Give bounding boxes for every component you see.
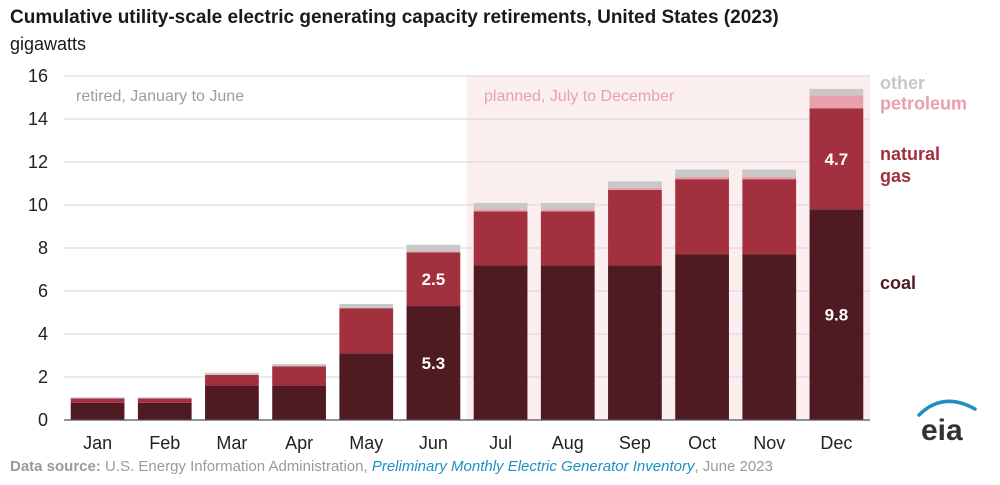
bar-other-mar bbox=[205, 372, 259, 375]
bar-coal-jun bbox=[406, 306, 461, 420]
bar-other-may bbox=[339, 303, 394, 309]
data-label: 5.3 bbox=[422, 354, 446, 373]
source-date: , June 2023 bbox=[694, 458, 773, 475]
bar-other-jan bbox=[70, 397, 125, 399]
source-agency: U.S. Energy Information Administration, bbox=[105, 458, 368, 475]
legend-coal: coal bbox=[880, 273, 916, 293]
bar-coal-apr bbox=[272, 385, 326, 420]
bar-other-apr bbox=[272, 364, 326, 367]
bar-coal-jul bbox=[473, 265, 528, 420]
y-tick-label: 6 bbox=[38, 281, 48, 301]
bar-petroleum-nov bbox=[742, 177, 797, 180]
bars bbox=[70, 88, 864, 420]
bar-other-dec bbox=[809, 88, 864, 96]
bar-other-feb bbox=[137, 397, 192, 399]
bar-coal-feb bbox=[137, 402, 192, 420]
data-label: 9.8 bbox=[825, 306, 849, 325]
bar-natural_gas-jul bbox=[473, 211, 528, 266]
legend-other: other bbox=[880, 73, 925, 93]
bar-natural_gas-oct bbox=[675, 179, 729, 255]
y-tick-label: 14 bbox=[28, 109, 48, 129]
bar-petroleum-sep bbox=[608, 187, 662, 190]
bar-natural_gas-dec bbox=[809, 108, 864, 210]
bar-natural_gas-jan bbox=[70, 398, 125, 403]
bar-coal-aug bbox=[540, 265, 595, 420]
source-label: Data source: bbox=[10, 458, 101, 475]
x-tick-label: Jul bbox=[489, 433, 512, 453]
bar-petroleum-jul bbox=[473, 209, 528, 212]
x-tick-label: Feb bbox=[149, 433, 180, 453]
legend-line: coal bbox=[880, 273, 916, 293]
eia-logo-text: eia bbox=[921, 414, 963, 445]
legend-line: gas bbox=[880, 166, 911, 186]
y-axis-unit: gigawatts bbox=[10, 34, 87, 54]
bar-coal-dec bbox=[809, 209, 864, 420]
legend-natural_gas: natural gas bbox=[880, 144, 940, 186]
bar-other-jun bbox=[406, 244, 461, 252]
planned-annotation: planned, July to December bbox=[484, 88, 675, 105]
bar-petroleum-oct bbox=[675, 177, 729, 180]
retired-annotation: retired, January to June bbox=[76, 88, 244, 105]
bar-other-aug bbox=[540, 202, 595, 210]
y-tick-label: 4 bbox=[38, 324, 48, 344]
bar-natural_gas-may bbox=[339, 308, 394, 354]
bar-coal-sep bbox=[608, 265, 662, 420]
bar-petroleum-aug bbox=[540, 209, 595, 212]
bar-coal-may bbox=[339, 353, 394, 420]
bar-petroleum-dec bbox=[809, 95, 864, 109]
bar-coal-jan bbox=[70, 402, 125, 420]
y-tick-label: 0 bbox=[38, 410, 48, 430]
bar-natural_gas-nov bbox=[742, 179, 797, 255]
chart-title: Cumulative utility-scale electric genera… bbox=[10, 7, 779, 28]
bar-coal-nov bbox=[742, 254, 797, 420]
gridlines bbox=[64, 75, 870, 378]
bar-other-nov bbox=[742, 169, 797, 178]
bar-natural_gas-apr bbox=[272, 366, 326, 386]
x-tick-label: May bbox=[349, 433, 383, 453]
x-tick-label: Nov bbox=[753, 433, 785, 453]
axes: 0 2 4 6 8 10 12 14 16 retired, January to June pla… bbox=[28, 66, 870, 453]
bar-natural_gas-feb bbox=[137, 398, 192, 403]
data-labels: 2.5 5.3 4.7 9.8 bbox=[422, 150, 849, 373]
bar-petroleum-jun bbox=[406, 251, 461, 253]
x-tick-label: Aug bbox=[552, 433, 584, 453]
legend-petroleum: petroleum bbox=[880, 93, 967, 113]
x-tick-label: Jan bbox=[83, 433, 112, 453]
x-tick-label: Jun bbox=[419, 433, 448, 453]
x-tick-label: Oct bbox=[688, 433, 716, 453]
legend-line: other bbox=[880, 73, 925, 93]
y-tick-label: 2 bbox=[38, 367, 48, 387]
x-tick-label: Apr bbox=[285, 433, 313, 453]
bar-natural_gas-sep bbox=[608, 189, 662, 266]
bar-natural_gas-jun bbox=[406, 252, 461, 307]
bar-natural_gas-aug bbox=[540, 211, 595, 266]
y-tick-label: 8 bbox=[38, 238, 48, 258]
legend-line: natural bbox=[880, 144, 940, 164]
y-tick-label: 12 bbox=[28, 152, 48, 172]
y-tick-label: 16 bbox=[28, 66, 48, 86]
source-publication-link[interactable]: Preliminary Monthly Electric Generator I… bbox=[371, 458, 695, 475]
x-tick-label: Dec bbox=[820, 433, 852, 453]
bar-natural_gas-mar bbox=[205, 374, 259, 386]
data-label: 2.5 bbox=[422, 270, 446, 289]
bar-coal-oct bbox=[675, 254, 729, 420]
bar-other-oct bbox=[675, 169, 729, 178]
bar-other-sep bbox=[608, 181, 662, 188]
data-source-note: Data source: U.S. Energy Information Adm… bbox=[10, 458, 773, 475]
bar-other-jul bbox=[473, 202, 528, 210]
y-tick-label: 10 bbox=[28, 195, 48, 215]
data-label: 4.7 bbox=[825, 150, 849, 169]
eia-logo-arc bbox=[917, 399, 977, 417]
bar-coal-mar bbox=[205, 385, 259, 420]
x-tick-label: Sep bbox=[619, 433, 651, 453]
x-tick-label: Mar bbox=[216, 433, 247, 453]
legend-line: petroleum bbox=[880, 93, 967, 113]
eia-logo-icon: eia bbox=[917, 399, 977, 445]
